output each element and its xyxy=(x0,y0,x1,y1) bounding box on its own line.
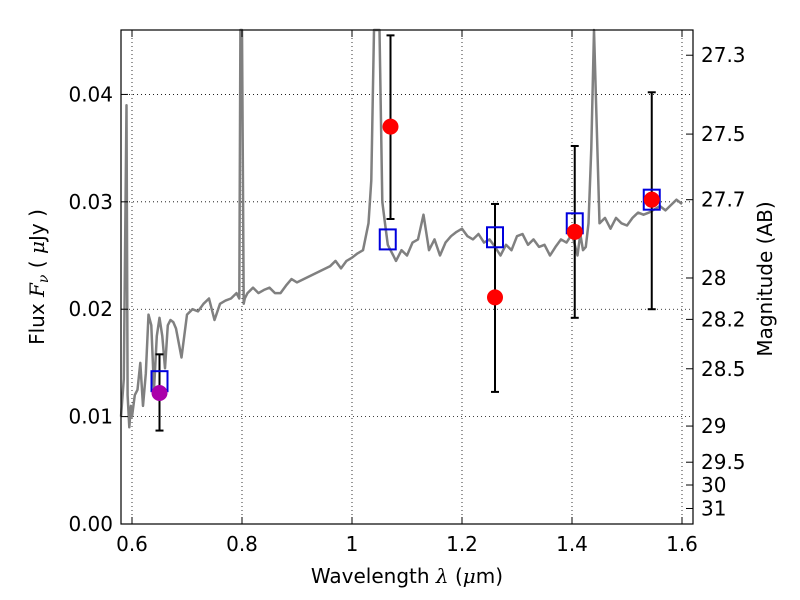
magnitude-axis-label: Magnitude (AB) xyxy=(753,201,777,356)
magnitude-tick-label: 28 xyxy=(701,266,726,290)
y-axis-label-unit-open: ( xyxy=(25,254,49,268)
x-axis-label-unit-open: ( xyxy=(449,564,463,588)
observed-v-circle-marker xyxy=(151,384,168,401)
magnitude-tick-label: 29 xyxy=(701,414,726,438)
x-tick-label: 1.2 xyxy=(446,532,478,556)
plot-frame xyxy=(120,29,694,525)
y-tick-label: 0.02 xyxy=(68,297,113,321)
x-tick-label: 0.8 xyxy=(226,532,258,556)
observed-circle-marker xyxy=(487,289,503,306)
y-axis-label-subscript: ν xyxy=(36,274,52,283)
observed-circle-marker xyxy=(382,118,399,135)
observed-circle-marker xyxy=(643,191,660,208)
model-square-marker xyxy=(486,226,504,249)
magnitude-tick-label: 30 xyxy=(701,473,726,497)
y-axis-label: Flux Fν ( μJy ) xyxy=(25,209,53,345)
y-tick-label: 0.01 xyxy=(68,405,113,429)
spectrum-line xyxy=(119,28,683,429)
x-axis-label-unit-rest: m) xyxy=(476,564,503,588)
y-tick-label: 0.04 xyxy=(68,82,113,106)
x-tick-label: 1 xyxy=(346,532,359,556)
magnitude-tick-label: 28.5 xyxy=(701,357,746,381)
magnitude-tick-label: 28.2 xyxy=(701,307,746,331)
model-square-marker xyxy=(378,228,397,251)
x-axis-label-symbol: λ xyxy=(435,564,449,588)
y-axis-label-symbol: F xyxy=(25,282,49,298)
magnitude-tick-label: 29.5 xyxy=(701,450,746,474)
spectrum-series xyxy=(119,28,683,429)
x-axis-label-unit-mu: μ xyxy=(463,564,476,588)
y-tick-label: 0.00 xyxy=(68,512,113,536)
magnitude-tick-label: 27.7 xyxy=(701,188,746,212)
y-tick-label: 0.03 xyxy=(68,190,113,214)
grid-lines xyxy=(121,30,693,525)
x-tick-label: 1.4 xyxy=(556,532,588,556)
magnitude-tick-label: 27.3 xyxy=(701,43,746,67)
x-tick-label: 1.6 xyxy=(666,532,698,556)
axis-ticks: 0.6 0.8 1 1.2 1.4 1.6 0.00 0.01 0.02 0.03 0.04 27.3… xyxy=(68,30,746,556)
x-axis-label-prefix: Wavelength xyxy=(311,564,430,588)
y-axis-label-prefix: Flux xyxy=(25,303,49,345)
x-tick-label: 0.6 xyxy=(116,532,148,556)
magnitude-tick-label: 27.5 xyxy=(701,122,746,146)
x-axis-label: Wavelength λ (μm) xyxy=(311,564,503,588)
data-points xyxy=(150,118,661,401)
y-axis-label-unit-rest: Jy ) xyxy=(25,209,49,243)
magnitude-tick-label: 31 xyxy=(701,496,726,520)
y-axis-label-unit-mu: μ xyxy=(25,241,49,254)
observed-circle-marker xyxy=(566,223,583,240)
